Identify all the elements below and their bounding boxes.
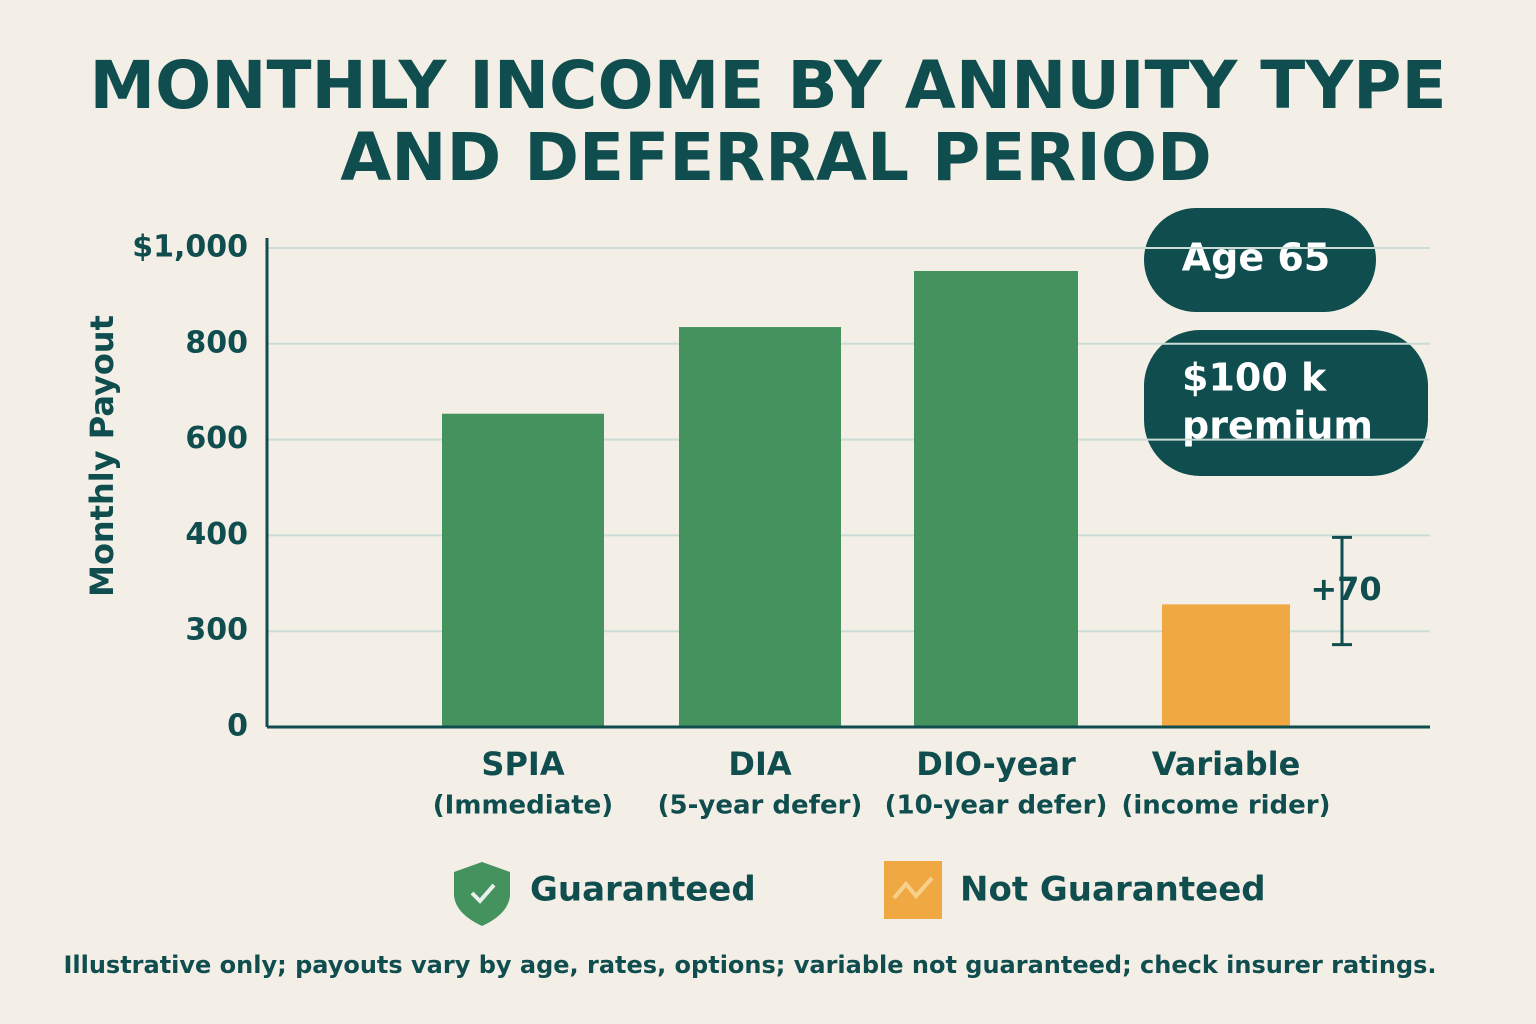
legend-label: Guaranteed	[530, 870, 756, 910]
bar	[914, 270, 1078, 727]
y-tick-label: $1,000	[132, 230, 248, 265]
check-icon	[470, 883, 496, 904]
legend-swatch	[454, 862, 510, 926]
trend-icon	[892, 876, 934, 900]
bar	[679, 327, 841, 727]
footnote: Illustrative only; payouts vary by age, …	[63, 951, 1436, 979]
x-tick-note: (income rider)	[1121, 791, 1330, 821]
legend-label: Not Guaranteed	[960, 870, 1266, 910]
bar	[1162, 604, 1290, 727]
annotation: premium	[1182, 404, 1373, 448]
x-tick-note: (10-year defer)	[885, 791, 1108, 821]
y-tick-label: 0	[227, 709, 248, 744]
annotation-box	[1144, 208, 1376, 312]
x-tick-label: SPIA	[481, 745, 564, 783]
chart-title: AND DEFERRAL PERIOD	[340, 119, 1212, 196]
x-tick-note: (5-year defer)	[658, 791, 863, 821]
y-tick-label: 400	[185, 517, 248, 552]
chart-title: MONTHLY INCOME BY ANNUITY TYPE	[89, 47, 1446, 124]
y-tick-label: 300	[185, 613, 248, 648]
x-tick-label: DIO-year	[916, 745, 1076, 783]
annotation: $100 k	[1182, 356, 1327, 400]
x-tick-label: DIA	[728, 745, 791, 783]
error-label: +70	[1310, 570, 1381, 608]
x-tick-label: Variable	[1152, 745, 1301, 783]
y-tick-label: 800	[185, 325, 248, 360]
y-axis-label: Monthly Payout	[83, 315, 121, 597]
bar	[442, 413, 604, 727]
annotation: Age 65	[1182, 236, 1331, 280]
y-tick-label: 600	[185, 421, 248, 456]
x-tick-note: (Immediate)	[433, 791, 613, 821]
